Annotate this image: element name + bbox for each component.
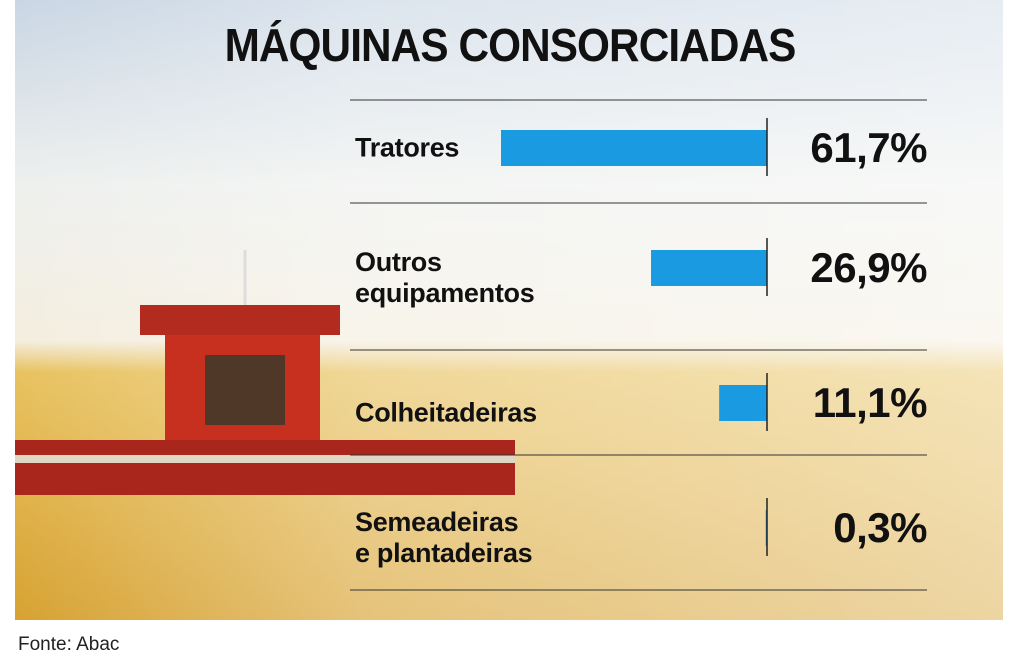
value-label: 61,7% — [810, 124, 927, 171]
category-label: Outros equipamentos — [355, 247, 535, 308]
bar — [719, 385, 767, 421]
bar — [651, 250, 767, 286]
category-label: Colheitadeiras — [355, 397, 537, 428]
chart-title: MÁQUINAS CONSORCIADAS — [224, 19, 797, 71]
value-label: 0,3% — [833, 504, 927, 551]
value-label: 11,1% — [812, 379, 928, 426]
source-note: Fonte: Abac — [18, 634, 120, 655]
harvester — [15, 250, 515, 495]
footer-band — [0, 620, 1024, 664]
bar — [501, 130, 767, 166]
category-label: Tratores — [355, 132, 460, 163]
category-label: Semeadeiras e plantadeiras — [355, 507, 533, 568]
value-label: 26,9% — [810, 244, 927, 291]
